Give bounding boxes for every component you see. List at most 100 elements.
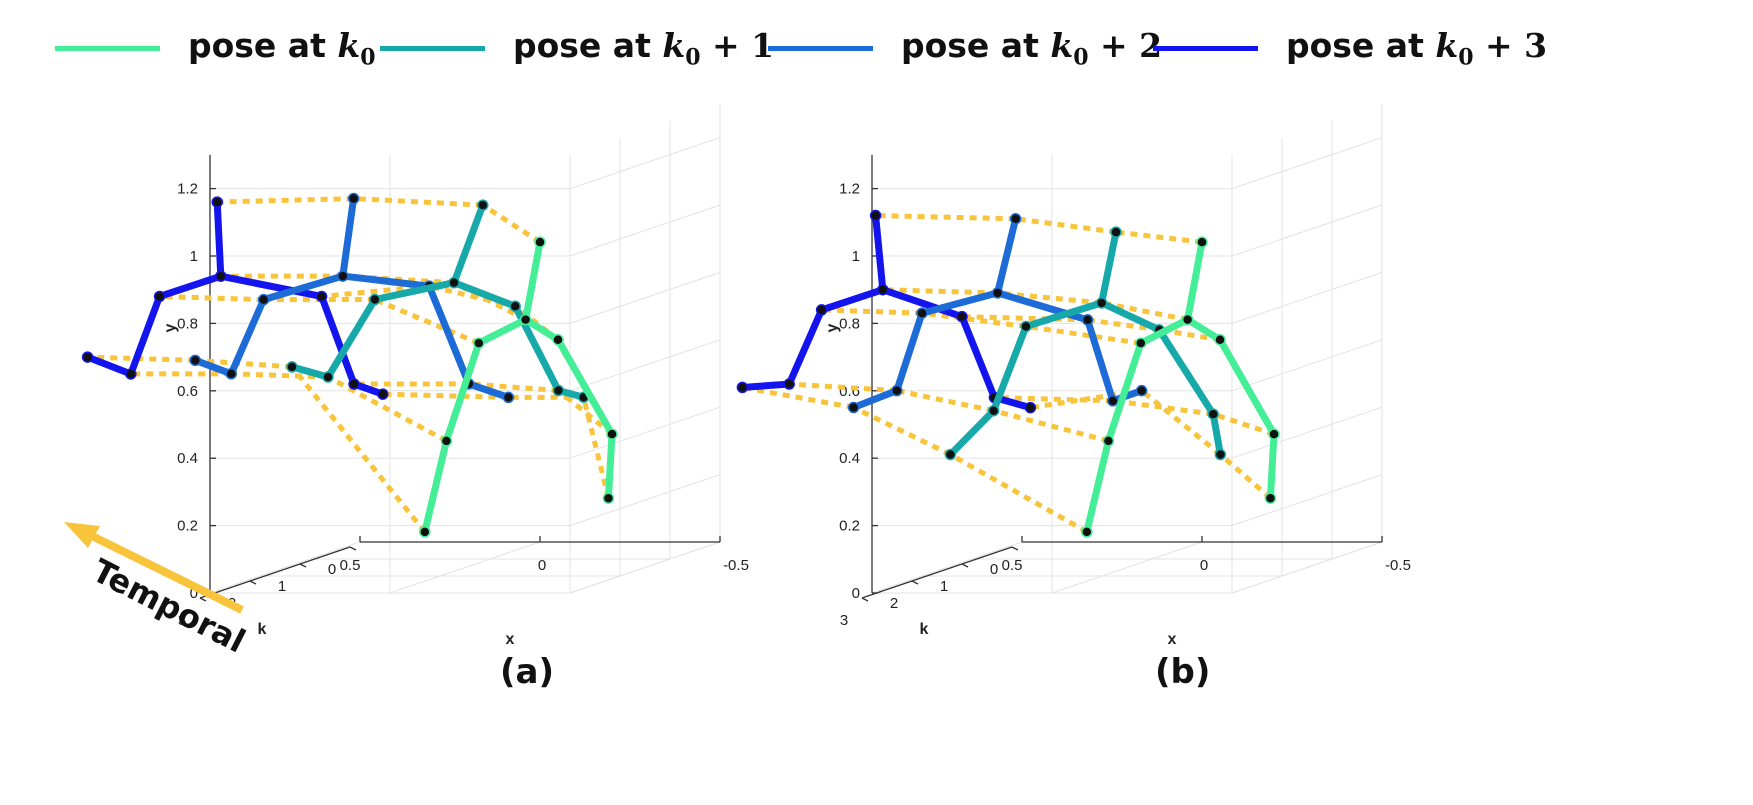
bone [738,380,793,391]
joint [815,304,828,316]
trajectory-segment [382,391,509,400]
bone [918,289,1002,317]
x-tick-label: -0.5 [1385,557,1411,574]
trajectory-segment [1218,452,1273,501]
pose-series-3 [736,209,1037,414]
trajectory-segment [326,374,448,444]
joint [1135,337,1147,349]
grid-line [1231,541,1383,594]
trajectory-segment [581,396,611,499]
k-axis [861,546,1013,599]
trajectory-segment [896,388,995,414]
bone [1184,238,1206,324]
joint [1024,401,1037,414]
grid-line [389,541,541,594]
joint [891,384,903,397]
joint [552,334,564,346]
k-tick-label: 0 [990,561,998,578]
joint [502,391,515,404]
trajectory-segment [741,384,855,410]
k-tick-label: 2 [890,595,898,612]
bone [465,380,512,401]
bone [1098,299,1163,334]
trajectory-segment [481,203,542,245]
bone [288,363,332,381]
x-axis-label: x [1168,631,1177,648]
grid-line [569,406,721,459]
bone [604,430,616,502]
pose-series-3 [81,196,389,400]
bone [1104,339,1145,445]
k-tick [299,563,307,568]
joint [987,404,1000,417]
k-tick [249,580,257,585]
joint [1110,226,1122,238]
grid-line [871,541,1023,594]
pose-series-1 [944,226,1227,461]
bone [371,279,458,304]
joint [322,371,334,383]
joint [1081,526,1093,538]
k-tick [861,597,869,602]
bone [1184,316,1224,344]
legend-label: pose at k0 + 2 [901,25,1163,71]
bone [450,201,487,287]
trajectory-segment [1115,229,1203,245]
legend-swatch [380,45,485,51]
trajectory-segment [87,354,196,363]
y-tick-label: 0.6 [177,383,198,400]
joint [916,307,928,319]
grid-line [1231,406,1383,459]
trajectory-segment [949,452,1089,535]
grid-line [569,541,721,594]
bone [1155,326,1217,418]
y-tick-label: 0.8 [177,315,198,332]
grid-line [1231,204,1383,257]
temporal-arrow-head [64,522,100,548]
trajectory-segment [821,307,923,316]
bone [994,289,1092,324]
bone [339,272,433,290]
trajectory-segment [321,283,430,299]
trajectory-segment [997,290,1102,306]
joint [509,300,521,312]
grid-line [1231,137,1383,190]
joint [534,236,546,248]
y-tick-label: 1.2 [177,181,198,198]
grid-line [569,271,721,324]
trajectory-segment [373,297,480,346]
grid [871,103,1383,594]
joint [419,526,431,538]
legend-item-2: pose at k0 + 2 [768,24,1162,72]
joint [1020,320,1032,333]
joint [377,388,389,400]
bone [1084,316,1117,405]
bone [227,296,268,378]
trajectory-segment [1025,323,1142,346]
trajectory-segment [992,408,1110,444]
joint [956,310,968,323]
x-tick-label: 0.5 [1002,557,1023,574]
grid-line [1051,541,1203,594]
joint [877,283,889,296]
trajectory-segment [882,287,998,296]
grid-line [1231,474,1383,527]
x-tick-label: 0.5 [340,557,361,574]
k-tick-label: 0 [328,561,336,578]
trajectory-segment [159,293,264,303]
joint [286,361,298,373]
panel-label-b: (b) [1155,652,1211,692]
k-tick [961,563,969,568]
bone [1266,430,1278,502]
joint [602,492,615,504]
trajectory-segment [1015,216,1117,235]
k-tick [349,546,357,551]
k-tick-label: 3 [178,612,186,629]
trajectory-segment [1158,327,1221,343]
pose-series-0 [1081,236,1280,538]
joint [1207,408,1219,420]
bone [554,336,616,438]
